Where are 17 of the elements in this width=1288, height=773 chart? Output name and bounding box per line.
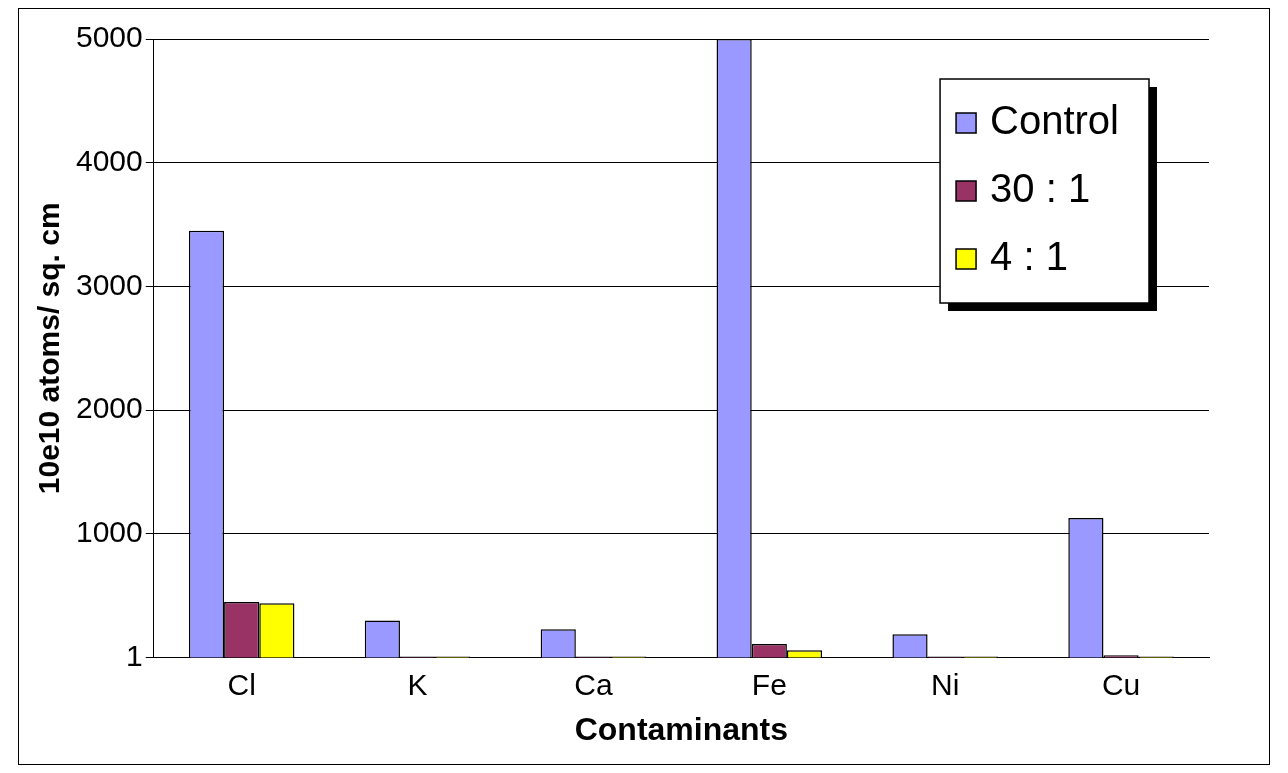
y-tick-label: 4000: [75, 144, 143, 178]
legend-label: 4 : 1: [990, 234, 1068, 279]
x-tick-label: K: [407, 667, 428, 701]
x-axis-title: Contaminants: [574, 710, 789, 747]
y-tick-label: 1000: [75, 515, 143, 549]
y-tick-label: 5000: [75, 20, 143, 54]
legend-label: Control: [990, 98, 1120, 143]
x-tick-label: Cu: [1101, 667, 1141, 701]
x-tick-label: Ca: [574, 667, 613, 701]
y-tick-label: 3000: [75, 267, 143, 301]
y-tick-label: 1: [126, 638, 143, 672]
y-axis-title: 10e10 atoms/ sq. cm: [32, 202, 66, 495]
x-tick-label: Fe: [751, 667, 787, 701]
x-tick-label: Ni: [931, 667, 960, 701]
x-tick-label: Cl: [227, 667, 256, 701]
y-tick-label: 2000: [75, 391, 143, 425]
legend-label: 30 : 1: [990, 166, 1091, 211]
